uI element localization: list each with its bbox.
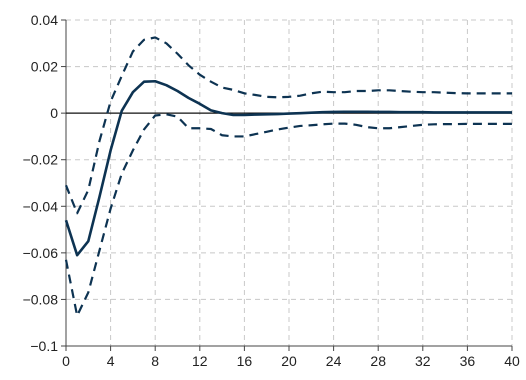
y-tick-label-6: −0.08: [23, 291, 59, 307]
x-tick-label-8: 32: [415, 353, 431, 369]
tick-labels: 0 4 8 12 16 20 24 28 32 36 40 0.04 0.02 0 −0.02 −0.04 −0…: [23, 12, 520, 369]
confidence-band-line-1: [64, 36, 512, 215]
x-tick-label-9: 36: [460, 353, 476, 369]
y-tick-label-7: −0.1: [30, 338, 58, 354]
y-tick-label-3: −0.02: [23, 152, 59, 168]
y-tick-label-5: −0.06: [23, 245, 59, 261]
grid: [66, 19, 513, 346]
y-tick-label-1: 0.02: [31, 59, 58, 75]
axes: [61, 19, 513, 351]
series-lines: [64, 36, 512, 317]
x-tick-label-10: 40: [504, 353, 520, 369]
x-tick-label-7: 28: [370, 353, 386, 369]
confidence-band-line-2: [64, 113, 512, 317]
response-line: [64, 79, 512, 257]
x-tick-label-3: 12: [192, 353, 208, 369]
y-tick-label-0: 0.04: [31, 12, 58, 28]
x-tick-label-6: 24: [326, 353, 342, 369]
x-tick-label-1: 4: [107, 353, 115, 369]
x-tick-label-5: 20: [281, 353, 297, 369]
x-tick-label-0: 0: [62, 353, 70, 369]
x-tick-label-4: 16: [237, 353, 253, 369]
y-tick-label-4: −0.04: [23, 198, 59, 214]
x-tick-label-2: 8: [151, 353, 159, 369]
y-tick-label-2: 0: [50, 105, 58, 121]
